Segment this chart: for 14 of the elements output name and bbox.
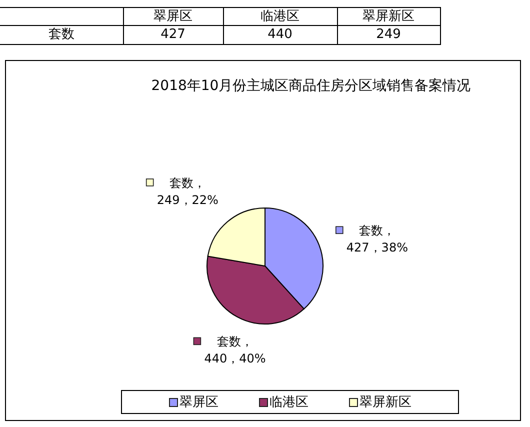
legend-label: 翠屏区	[180, 394, 218, 411]
legend-label: 临港区	[270, 394, 308, 411]
data-label: 套数，440，40%	[204, 334, 266, 366]
data-label: 427	[123, 26, 223, 44]
category-label: 临港区	[223, 8, 337, 26]
chart-title: 2018年10月份主城区商品住房分区域销售备案情况	[150, 77, 472, 95]
data-label: 440	[223, 26, 337, 44]
legend-label: 翠屏新区	[360, 394, 412, 411]
text: 套数	[0, 26, 123, 44]
data-label: 249	[337, 26, 440, 44]
category-label: 翠屏新区	[337, 8, 440, 26]
data-label: 套数，249，22%	[156, 176, 218, 207]
category-label: 翠屏区	[123, 8, 223, 26]
data-label: 套数，427，38%	[346, 224, 408, 255]
